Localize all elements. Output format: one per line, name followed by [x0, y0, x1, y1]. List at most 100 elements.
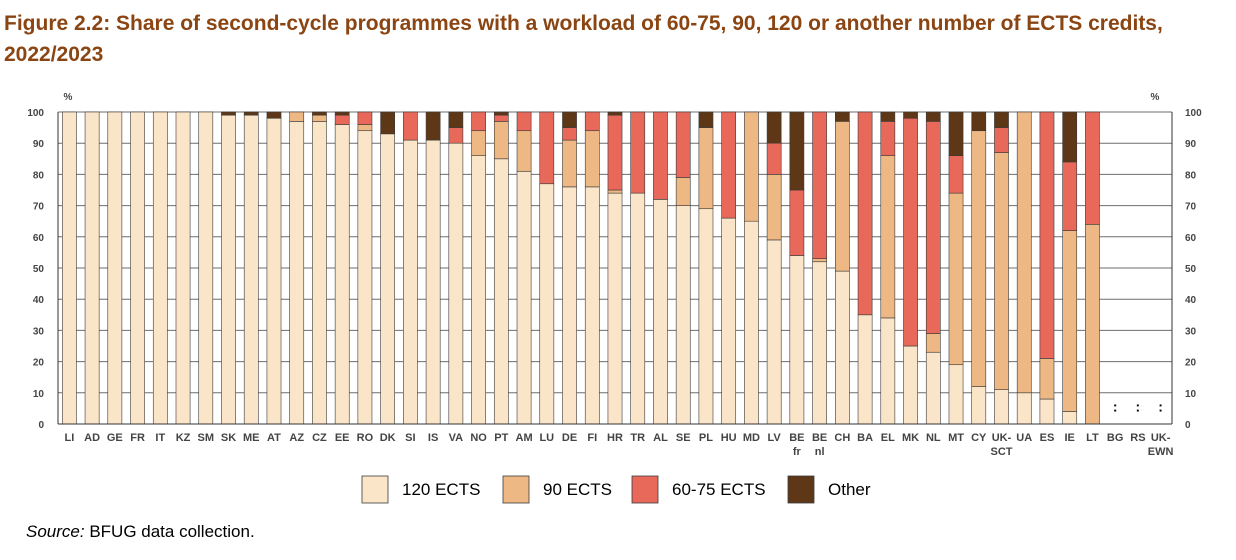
bar-cz-120-ects [312, 121, 327, 425]
y-tick-left-10: 10 [33, 389, 45, 400]
x-label-ie: IE [1064, 432, 1074, 444]
source-label: Source: [26, 522, 85, 541]
bar-el-60-75-ects [880, 121, 896, 156]
bar-ro-60-75-ects [357, 111, 373, 125]
bar-no-90-ects [471, 130, 486, 156]
y-tick-right-30: 30 [1185, 326, 1197, 337]
bar-lu-120-ects [539, 183, 555, 425]
bar-hu-120-ects [721, 217, 737, 425]
not-available-uk-ewn: : [1158, 399, 1163, 415]
bar-nl-120-ects [925, 351, 941, 425]
bar-me-120-ects [243, 114, 259, 425]
x-label-ba: BA [857, 432, 873, 444]
x-label-fi: FI [587, 432, 597, 444]
y-tick-left-100: 100 [27, 108, 44, 119]
bar-md-120-ects [744, 220, 759, 425]
bar-ge-120-ects [107, 111, 123, 425]
x-label-kz: KZ [176, 432, 191, 444]
bar-am-90-ects [516, 130, 532, 172]
x-label-li: LI [64, 432, 74, 444]
x-label-tr: TR [630, 432, 645, 444]
x-label-be-fr: BE fr [789, 432, 804, 458]
bar-at-120-ects [266, 117, 282, 425]
x-label-se: SE [676, 432, 691, 444]
bar-ua-120-ects [1016, 392, 1032, 425]
bar-pl-other [698, 111, 714, 128]
bar-se-90-ects [675, 177, 691, 206]
x-label-mt: MT [948, 432, 964, 444]
y-tick-right-0: 0 [1185, 420, 1191, 431]
bar-be-fr-120-ects [789, 255, 805, 425]
bar-ch-120-ects [834, 270, 850, 425]
x-label-hr: HR [607, 432, 623, 444]
bar-am-60-75-ects [516, 111, 532, 132]
bar-lu-60-75-ects [539, 111, 555, 185]
y-tick-right-20: 20 [1185, 358, 1197, 369]
bar-de-60-75-ects [562, 127, 577, 141]
bar-es-120-ects [1039, 398, 1055, 425]
axes [57, 112, 1173, 425]
bar-uk-sct-60-75-ects [994, 127, 1009, 153]
legend-swatch-60-75-ects [631, 475, 659, 504]
x-label-bg: BG [1107, 432, 1124, 444]
bar-ie-other [1062, 111, 1078, 163]
x-label-de: DE [562, 432, 577, 444]
bar-ee-120-ects [334, 124, 350, 425]
y-tick-left-60: 60 [33, 233, 45, 244]
bar-mk-120-ects [903, 345, 918, 425]
bar-de-120-ects [562, 186, 577, 425]
x-label-fr: FR [130, 432, 145, 444]
bar-am-120-ects [516, 170, 532, 425]
bar-mt-other [948, 111, 964, 156]
bar-mk-other [903, 111, 918, 119]
x-label-cz: CZ [312, 432, 327, 444]
bar-ba-120-ects [857, 314, 873, 425]
bar-uk-sct-90-ects [994, 152, 1009, 390]
x-label-md: MD [743, 432, 760, 444]
x-label-sm: SM [198, 432, 215, 444]
x-label-me: ME [243, 432, 260, 444]
bar-be-fr-60-75-ects [789, 189, 805, 256]
x-label-mk: MK [902, 432, 919, 444]
bar-uk-sct-120-ects [994, 389, 1009, 425]
bar-hr-60-75-ects [607, 114, 623, 191]
bar-pl-120-ects [698, 208, 714, 425]
bar-az-120-ects [289, 121, 305, 425]
bar-pt-120-ects [493, 158, 509, 425]
not-available-bg: : [1113, 399, 1118, 415]
bar-mt-120-ects [948, 364, 964, 425]
bar-fi-90-ects [584, 130, 600, 188]
bar-lv-60-75-ects [766, 142, 782, 175]
bar-mk-60-75-ects [903, 117, 918, 347]
bar-se-60-75-ects [675, 111, 691, 178]
bar-ad-120-ects [84, 111, 100, 425]
bar-be-nl-90-ects [812, 258, 827, 263]
x-label-cy: CY [971, 432, 987, 444]
bar-sk-120-ects [221, 114, 236, 425]
x-label-ee: EE [335, 432, 350, 444]
bar-va-120-ects [448, 142, 464, 425]
x-label-at: AT [267, 432, 281, 444]
bar-hr-other [607, 111, 623, 116]
x-label-no: NO [470, 432, 487, 444]
x-label-be-nl: BE nl [812, 432, 827, 458]
bar-ro-120-ects [357, 130, 373, 425]
bar-be-nl-60-75-ects [812, 111, 827, 259]
x-label-pl: PL [699, 432, 713, 444]
bar-be-nl-120-ects [812, 261, 827, 425]
x-label-si: SI [405, 432, 415, 444]
bar-cy-120-ects [971, 386, 987, 425]
bar-me-other [243, 111, 259, 116]
bar-si-60-75-ects [403, 111, 418, 141]
y-axis-left-unit: % [64, 92, 73, 103]
bar-hu-60-75-ects [721, 111, 737, 219]
bar-cz-other [312, 111, 327, 116]
bar-de-90-ects [562, 139, 577, 188]
bar-sk-other [221, 111, 236, 116]
figure-title: Figure 2.2: Share of second-cycle progra… [4, 12, 1163, 66]
x-axis-labels: LI AD GE FR IT KZ SM SK ME AT AZ CZ EE RO DK SI IS VA NO PT… [64, 432, 1173, 458]
y-tick-left-20: 20 [33, 358, 45, 369]
bar-cy-90-ects [971, 130, 987, 387]
y-axis-right-unit: % [1151, 92, 1160, 103]
x-label-hu: HU [721, 432, 737, 444]
